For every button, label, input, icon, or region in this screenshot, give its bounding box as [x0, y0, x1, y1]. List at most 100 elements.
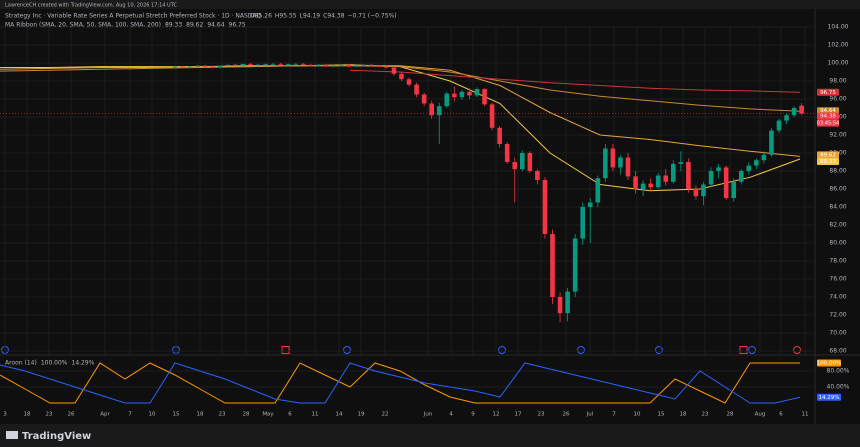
candle-body: [263, 63, 268, 65]
event-icon: [343, 346, 351, 354]
candle-body: [474, 89, 480, 96]
candle-body: [565, 291, 570, 314]
candle-body: [361, 64, 367, 66]
candle-body: [180, 66, 185, 68]
logo-icon: [6, 431, 18, 439]
candle-body: [610, 148, 616, 168]
indicator-tag-label: 100.00%: [817, 361, 841, 367]
candle-body: [648, 183, 653, 188]
candle-body: [542, 180, 548, 234]
x-tick-label: 6: [288, 412, 292, 418]
price-tag: [817, 158, 839, 166]
candle-body: [640, 183, 646, 189]
candle-body: [497, 127, 502, 144]
x-tick-label: 22: [382, 412, 389, 418]
x-tick-label: 15: [173, 412, 180, 418]
x-tick-label: 26: [563, 412, 570, 418]
candle-body: [331, 65, 336, 67]
ma-legend-value: 89.33: [165, 22, 182, 29]
candle-body: [346, 64, 351, 67]
event-icon: [793, 346, 801, 354]
price-tag-label: 89.33: [820, 159, 836, 165]
y-tick-label: 100.00: [828, 60, 849, 67]
candle-body: [625, 157, 631, 177]
y-tick-label: 98.00: [829, 78, 846, 85]
y-tick-label: 86.00: [829, 186, 846, 193]
indicator-tag-label: 14.29%: [819, 395, 840, 401]
candle-body: [323, 64, 329, 67]
candle-body: [369, 64, 374, 66]
candle-body: [278, 63, 283, 65]
candle-body: [618, 157, 623, 168]
aroon-legend-value: 100.00%: [41, 360, 68, 367]
x-tick-label: 28: [727, 412, 734, 418]
candle-body: [210, 66, 216, 68]
x-tick-label: 14: [336, 412, 343, 418]
countdown-tag: [817, 119, 839, 127]
candle-body: [391, 67, 397, 74]
ma-line: [0, 65, 801, 112]
credit: LawrenceCH created with TradingView.com,…: [5, 3, 177, 9]
x-tick-label: 6: [779, 412, 783, 418]
x-tick-label: Jul: [586, 412, 594, 418]
y-tick-label: 40.00%: [827, 384, 850, 391]
aroon-title: Aroon (14): [5, 360, 37, 367]
footer-bar: [0, 424, 860, 447]
quote-value: C94.38: [323, 13, 345, 20]
candle-body: [399, 73, 404, 80]
y-tick-label: 92.00: [829, 132, 846, 139]
y-tick-label: 70.00: [829, 330, 846, 337]
price-tag-label: 94.64: [820, 108, 836, 114]
ma-legend-value: 94.64: [207, 22, 224, 29]
x-tick-label: 18: [197, 412, 204, 418]
candle-body: [663, 175, 669, 182]
y-tick-label: 80.00: [829, 240, 846, 247]
candle-body: [754, 160, 759, 166]
x-tick-label: 7: [612, 412, 616, 418]
aroon-legend-value: 14.29%: [72, 360, 95, 367]
x-tick-label: 7: [128, 412, 132, 418]
event-icon: [739, 346, 748, 354]
event-icon: [498, 346, 506, 354]
candle-body: [293, 63, 299, 65]
x-tick-label: 23: [702, 412, 709, 418]
candle-body: [172, 66, 178, 68]
price-tag-label: 94.38: [820, 114, 836, 120]
indicator-tag: [817, 393, 841, 401]
candle-body: [195, 65, 200, 67]
candle-body: [708, 171, 714, 185]
aroon-line: [0, 362, 801, 404]
x-tick-label: 12: [493, 412, 500, 418]
candle-body: [353, 65, 359, 67]
candle-body: [701, 184, 706, 197]
event-icon: [281, 346, 290, 354]
x-tick-label: Apr: [100, 412, 110, 418]
x-tick-label: May: [262, 412, 274, 418]
candle-body: [527, 153, 533, 171]
x-tick-label: 9: [471, 412, 475, 418]
candle-body: [436, 106, 442, 116]
candle-body: [384, 66, 389, 68]
x-tick-label: 4: [449, 412, 453, 418]
price-tag: [817, 88, 839, 96]
candle-body: [459, 91, 465, 98]
price-tag: [817, 112, 839, 120]
x-tick-label: 11: [802, 412, 809, 418]
event-icon: [655, 346, 663, 354]
candle-body: [444, 93, 450, 107]
x-tick-label: 10: [634, 412, 641, 418]
candle-body: [414, 84, 419, 95]
candle-body: [723, 167, 729, 198]
candle-body: [678, 162, 684, 164]
y-tick-label: 78.00: [829, 258, 846, 265]
candle-body: [520, 153, 525, 170]
candle-body: [550, 234, 555, 297]
candle-body: [338, 64, 344, 66]
quote-value: L94.19: [300, 13, 321, 20]
candle-body: [572, 238, 578, 292]
x-tick-label: Jun: [423, 412, 433, 418]
y-tick-label: 80.00%: [827, 368, 850, 375]
event-markers: [1, 346, 801, 354]
x-tick-label: 18: [24, 412, 31, 418]
